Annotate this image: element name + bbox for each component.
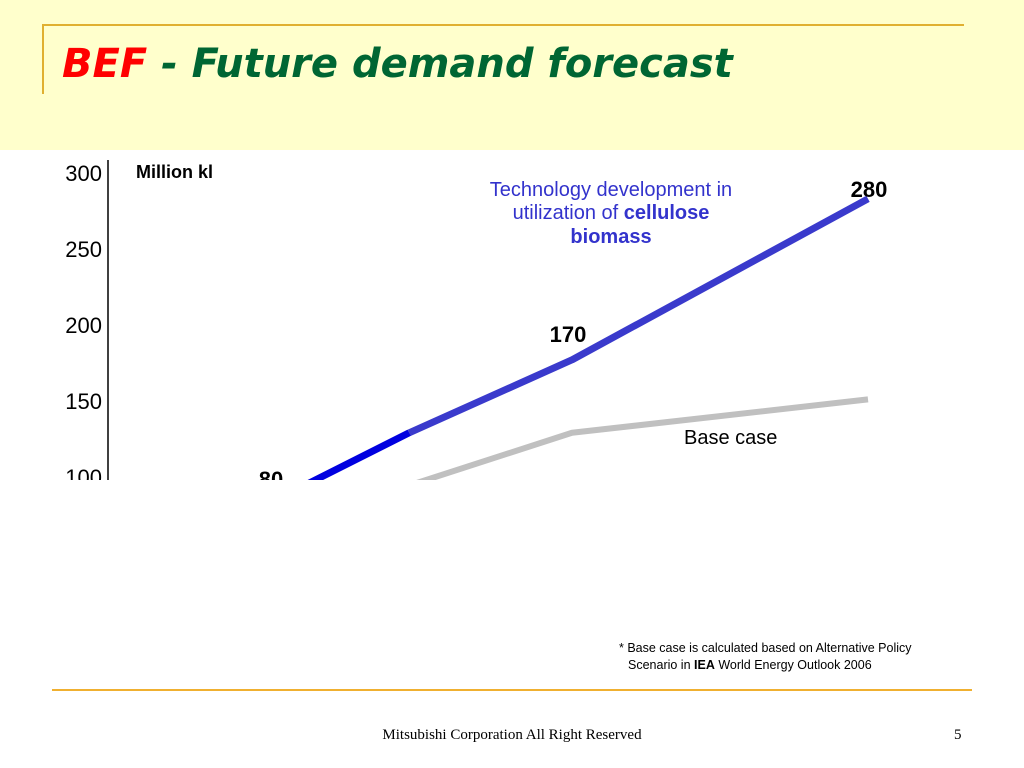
labels-layer: Million kl 40 Base case Technology devel… [65,161,888,480]
footnote-line-1: * Base case is calculated based on Alter… [619,641,912,655]
y-tick-label: 250 [65,237,102,262]
header-rule-left [42,24,44,94]
y-tick-label: 200 [65,313,102,338]
footnote-line-2: Scenario in IEA World Energy Outlook 200… [619,657,912,674]
technology-annotation: Technology development in utilization of… [490,179,732,248]
page-number: 5 [954,727,962,743]
annotation-line-2-text: utilization of [513,202,624,224]
y-tick-label: 150 [65,389,102,414]
footnote: * Base case is calculated based on Alter… [619,640,912,674]
copyright-text: Mitsubishi Corporation All Right Reserve… [382,727,642,743]
value-label: 280 [851,177,888,202]
technology-line-early [307,429,411,480]
footnote-line-2-pre: Scenario in [628,658,695,672]
annotation-line-2-bold: cellulose [624,202,710,224]
value-label: 80 [259,467,283,480]
chart-axes [107,160,109,480]
annotation-line-1: Technology development in [490,179,732,201]
value-label: 170 [550,322,587,347]
slide-title-main: - Future demand forecast [147,41,733,87]
footer-rule [52,689,972,691]
slide-title: BEF - Future demand forecast [62,38,733,90]
annotation-line-3: biomass [570,226,651,248]
annotation-line-2: utilization of cellulose [513,202,710,224]
header-rule-top [42,24,964,26]
slide-title-accent: BEF [62,41,148,87]
series-layer [307,195,870,480]
y-axis-label: Million kl [136,162,213,182]
base-case-line [416,396,869,480]
footnote-line-2-bold: IEA [694,658,715,672]
technology-line [407,195,870,436]
y-tick-label: 300 [65,161,102,186]
y-tick-label: 100 [65,465,102,480]
footnote-line-2-post: World Energy Outlook 2006 [714,658,872,672]
base-case-series-label: Base case [684,427,777,449]
demand-forecast-chart: Million kl 40 Base case Technology devel… [65,160,888,480]
